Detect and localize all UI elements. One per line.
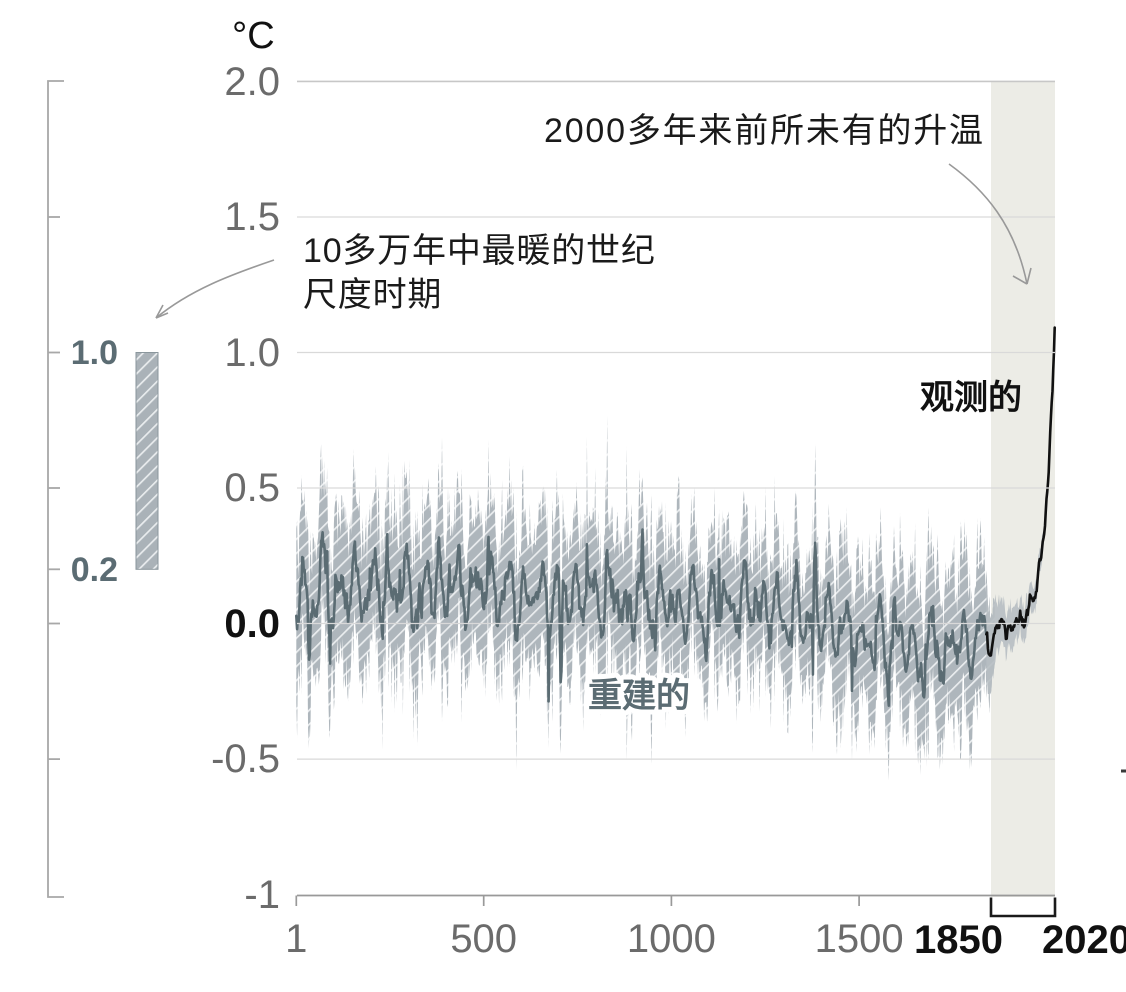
svg-text:-1: -1 xyxy=(244,873,280,917)
svg-text:2.0: 2.0 xyxy=(224,60,280,104)
svg-text:观测的: 观测的 xyxy=(920,379,1022,417)
svg-text:1.0: 1.0 xyxy=(71,334,118,372)
svg-text:1850: 1850 xyxy=(914,918,1003,962)
svg-text:1500: 1500 xyxy=(815,917,904,961)
svg-text:1.0: 1.0 xyxy=(224,331,280,375)
svg-text:10多万年中最暖的世纪: 10多万年中最暖的世纪 xyxy=(303,232,656,270)
svg-text:1.5: 1.5 xyxy=(224,195,280,239)
svg-text:1000: 1000 xyxy=(627,917,716,961)
svg-text:1: 1 xyxy=(285,917,307,961)
svg-text:0.2: 0.2 xyxy=(71,551,118,589)
svg-text:2020: 2020 xyxy=(1042,918,1126,962)
svg-text:0.0: 0.0 xyxy=(224,602,280,646)
svg-text:重建的: 重建的 xyxy=(588,677,690,715)
svg-text:2000多年来前所未有的升温: 2000多年来前所未有的升温 xyxy=(544,112,985,150)
svg-text:0.5: 0.5 xyxy=(224,466,280,510)
svg-text:°C: °C xyxy=(232,15,275,57)
svg-text:500: 500 xyxy=(450,917,517,961)
svg-text:尺度时期: 尺度时期 xyxy=(303,276,442,314)
svg-text:-0.5: -0.5 xyxy=(211,737,280,781)
